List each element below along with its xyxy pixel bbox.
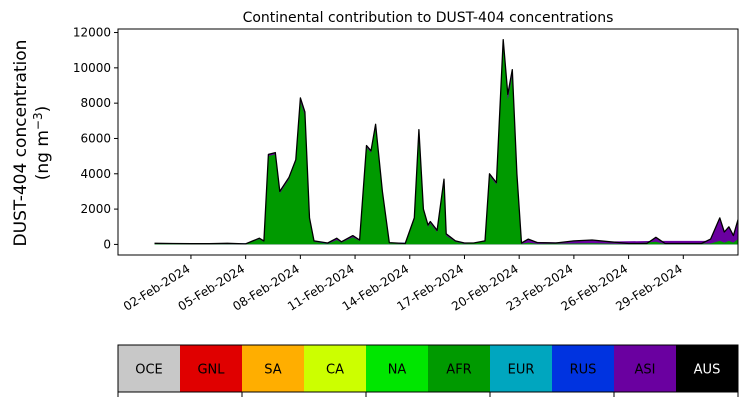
legend-swatch-aus bbox=[676, 345, 738, 392]
y-tick-label: 0 bbox=[103, 237, 111, 251]
y-axis-label-line1: DUST-404 concentration bbox=[11, 40, 31, 247]
series-area-afr bbox=[154, 43, 738, 245]
plot-frame bbox=[117, 28, 739, 256]
legend-label-ca: CA bbox=[326, 363, 344, 378]
legend-label-sa: SA bbox=[264, 363, 281, 378]
legend-swatch-afr bbox=[428, 345, 490, 392]
legend-swatch-asi bbox=[614, 345, 676, 392]
legend-swatch-gnl bbox=[180, 345, 242, 392]
series-area-asi bbox=[154, 223, 738, 245]
legend-label-na: NA bbox=[388, 363, 407, 378]
chart-title: Continental contribution to DUST-404 con… bbox=[243, 10, 614, 26]
legend-label-gnl: GNL bbox=[197, 363, 225, 378]
x-axis: 02-Feb-202405-Feb-202408-Feb-202411-Feb-… bbox=[121, 255, 685, 314]
series-line-total bbox=[154, 38, 738, 245]
y-tick-label: 6000 bbox=[80, 131, 111, 145]
total-envelope-area bbox=[154, 39, 738, 245]
legend-swatch-na bbox=[366, 345, 428, 392]
y-tick-label: 8000 bbox=[80, 96, 111, 110]
legend-label-rus: RUS bbox=[570, 363, 597, 378]
legend-label-afr: AFR bbox=[446, 363, 471, 378]
legend-swatch-eur bbox=[490, 345, 552, 392]
legend-frame bbox=[117, 344, 739, 393]
plot-area bbox=[154, 38, 738, 245]
legend-swatch-ca bbox=[304, 345, 366, 392]
y-axis: 0 2000 4000 6000 8000 10000 12000 bbox=[73, 26, 118, 251]
legend-label-asi: ASI bbox=[635, 363, 656, 378]
y-tick-label: 10000 bbox=[73, 61, 111, 75]
y-tick-label: 12000 bbox=[73, 26, 111, 40]
y-tick-label: 2000 bbox=[80, 202, 111, 216]
legend-label-aus: AUS bbox=[694, 363, 721, 378]
legend-label-eur: EUR bbox=[508, 363, 535, 378]
legend-colorbar: OCE GNL SA CA NA AFR EUR RUS ASI AUS bbox=[117, 344, 739, 397]
y-tick-label: 4000 bbox=[80, 167, 111, 181]
legend-swatch-oce bbox=[118, 345, 180, 392]
legend-swatch-rus bbox=[552, 345, 614, 392]
legend-label-oce: OCE bbox=[135, 363, 163, 378]
y-axis-label-line2: (ng m−3) bbox=[31, 106, 53, 181]
legend-swatch-sa bbox=[242, 345, 304, 392]
